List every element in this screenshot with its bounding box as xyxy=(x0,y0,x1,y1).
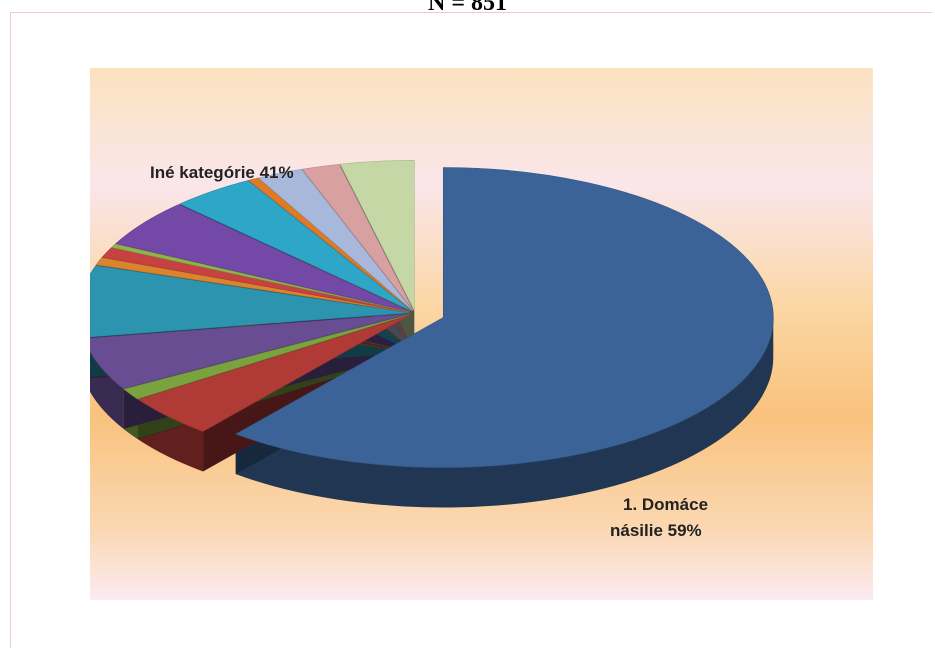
pie-slice-3 xyxy=(90,313,410,389)
pie-slice-12 xyxy=(301,163,414,311)
pie-slice-8 xyxy=(115,204,411,312)
pie-slice-4 xyxy=(90,265,410,338)
group-label: Iné kategórie 41% xyxy=(150,163,294,182)
chart-title: N = 851 xyxy=(427,0,507,16)
slice-side-0 xyxy=(235,317,774,508)
pie-slice-13 xyxy=(339,160,415,311)
frame-border-top xyxy=(10,12,932,13)
pie-slice-11 xyxy=(257,168,413,311)
pie-slice-1 xyxy=(137,314,411,432)
pie-slice-7 xyxy=(110,243,410,313)
pie-tops xyxy=(90,160,774,468)
pie-slice-2 xyxy=(123,314,411,400)
pie-slice-10 xyxy=(248,177,413,311)
pie-chart: Iné kategórie 41% 0% 1. Domáce násilie 5… xyxy=(90,160,774,540)
chart-area: Iné kategórie 41% 0% 1. Domáce násilie 5… xyxy=(90,68,873,600)
pie-slice-0 xyxy=(235,167,774,468)
main-slice-label-line1: 1. Domáce xyxy=(623,495,708,514)
pie-slice-9 xyxy=(179,180,412,312)
frame-border-left xyxy=(10,12,11,648)
main-slice-label-line2: násilie 59% xyxy=(610,521,702,540)
